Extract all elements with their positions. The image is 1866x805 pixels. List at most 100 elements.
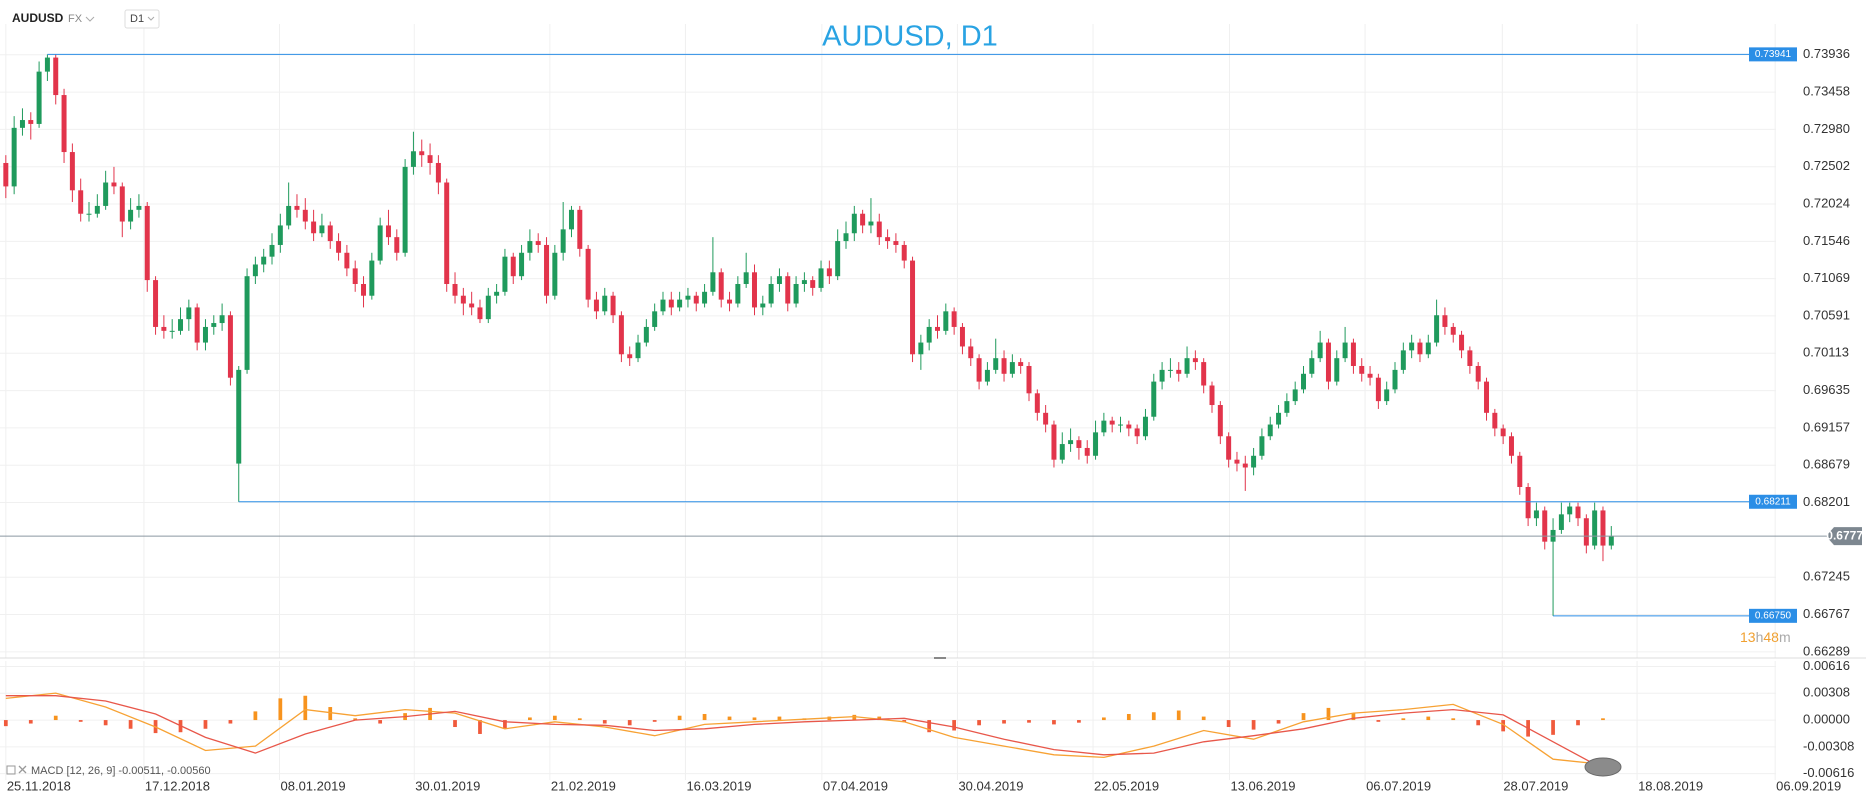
candle-body xyxy=(652,311,658,327)
macd-histogram-bar xyxy=(1601,718,1605,721)
level-label: 0.66750 xyxy=(1755,610,1792,621)
candle-body xyxy=(294,205,300,210)
candle-body xyxy=(818,268,824,288)
candle-body xyxy=(1375,377,1381,402)
candle-body xyxy=(1500,428,1506,437)
last-price-label: 0.67771 xyxy=(1826,528,1866,542)
candle-body xyxy=(1384,389,1390,402)
x-tick-label: 28.07.2019 xyxy=(1503,778,1568,793)
symbol[interactable]: AUDUSD xyxy=(12,11,64,25)
candle-body xyxy=(1142,416,1148,437)
macd-histogram-bar xyxy=(1251,720,1256,730)
candle-body xyxy=(544,244,550,296)
macd-histogram-bar xyxy=(28,720,33,724)
y-tick-label: 0.69157 xyxy=(1803,419,1850,434)
macd-histogram-bar xyxy=(328,707,333,721)
candle-body xyxy=(727,299,733,304)
candle-body xyxy=(1409,342,1415,351)
macd-histogram-bar xyxy=(777,716,782,721)
candle-body xyxy=(452,284,458,296)
candle-body xyxy=(918,342,924,355)
candle-body xyxy=(1567,506,1573,515)
candle-body xyxy=(78,190,84,214)
interval-box[interactable] xyxy=(124,9,160,29)
candle-body xyxy=(419,151,425,156)
y-tick-label: 0.68201 xyxy=(1803,494,1850,509)
candle-body xyxy=(111,182,117,187)
macd-histogram-bar xyxy=(453,720,457,728)
x-tick-label: 08.01.2019 xyxy=(281,778,346,793)
candle-body xyxy=(1301,373,1307,390)
interval[interactable]: D1 xyxy=(130,13,144,25)
candle-body xyxy=(1442,315,1448,327)
macd-histogram-bar xyxy=(927,720,932,733)
candle-body xyxy=(1325,342,1331,382)
candle-body xyxy=(951,311,957,327)
candle-body xyxy=(943,311,949,331)
candle-body xyxy=(1242,463,1248,468)
candle-body xyxy=(776,276,782,285)
x-tick-label: 06.09.2019 xyxy=(1776,778,1841,793)
candle-body xyxy=(1608,536,1614,546)
macd-histogram-bar xyxy=(1276,720,1281,724)
candle-body xyxy=(178,319,184,331)
candle-body xyxy=(402,166,408,253)
candle-body xyxy=(693,295,699,304)
candle-body xyxy=(718,272,724,300)
candle-body xyxy=(668,299,674,308)
y-tick-label: 0.66289 xyxy=(1803,643,1850,658)
candle-body xyxy=(876,221,882,238)
macd-tick-label: -0.00308 xyxy=(1803,738,1854,753)
dropdown-arrow xyxy=(85,16,95,22)
candle-body xyxy=(136,205,142,210)
y-tick-label: 0.67245 xyxy=(1803,569,1850,584)
macd-histogram-bar xyxy=(702,713,707,721)
macd-histogram-bar xyxy=(677,715,682,721)
macd-histogram-bar xyxy=(1226,720,1231,728)
candle-body xyxy=(144,205,150,281)
macd-tick-label: 0.00000 xyxy=(1803,712,1850,727)
candle-body xyxy=(1226,436,1232,460)
macd-histogram-bar xyxy=(228,720,233,724)
candle-body xyxy=(1118,424,1123,426)
candle-body xyxy=(1592,510,1598,546)
level-tag xyxy=(1749,47,1797,62)
countdown: 13h48m xyxy=(1740,629,1791,645)
candle-body xyxy=(768,284,774,304)
x-tick-label: 18.08.2019 xyxy=(1638,778,1703,793)
macd-histogram-bar xyxy=(1101,717,1106,721)
candle-body xyxy=(1051,424,1057,460)
market[interactable]: FX xyxy=(68,13,83,25)
highlight-oval xyxy=(1584,757,1622,777)
candle-body xyxy=(1334,358,1340,382)
candle-body xyxy=(119,186,125,222)
macd-histogram-bar xyxy=(203,720,208,729)
candle-body xyxy=(1076,440,1082,448)
close-icon[interactable] xyxy=(18,765,27,774)
x-tick-label: 21.02.2019 xyxy=(551,778,616,793)
macd-histogram-bar xyxy=(278,698,283,721)
candle-body xyxy=(1309,358,1315,374)
candle-body xyxy=(1059,444,1065,460)
candle-body xyxy=(1109,420,1115,425)
x-tick-label: 30.04.2019 xyxy=(958,778,1023,793)
candle-body xyxy=(319,225,325,234)
macd-histogram-bar xyxy=(1002,720,1006,724)
candle-body xyxy=(361,284,367,296)
macd-histogram-bar xyxy=(128,720,133,729)
macd-histogram-bar xyxy=(253,711,258,721)
macd-histogram-bar xyxy=(1426,716,1431,721)
x-tick-label: 06.07.2019 xyxy=(1366,778,1431,793)
settings-icon[interactable] xyxy=(6,765,16,775)
candle-body xyxy=(103,182,109,206)
candle-body xyxy=(984,369,990,382)
x-tick-label: 30.01.2019 xyxy=(415,778,480,793)
candle-body xyxy=(885,237,891,242)
candle-body xyxy=(1317,342,1323,359)
candle-body xyxy=(901,244,907,261)
candle-body xyxy=(1217,405,1223,437)
macd-histogram-bar xyxy=(1027,720,1031,723)
candle-body xyxy=(1292,389,1298,402)
candle-body xyxy=(277,225,283,245)
